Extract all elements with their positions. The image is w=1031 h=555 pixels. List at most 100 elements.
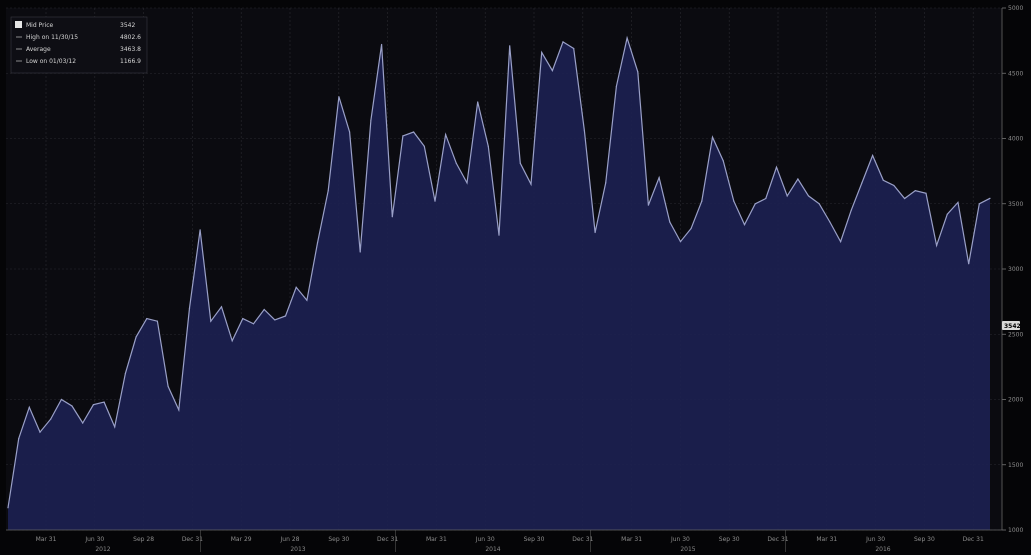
- data-point: [274, 319, 276, 321]
- x-tick-label: Sep 30: [328, 536, 349, 543]
- data-point: [797, 178, 799, 180]
- data-point: [498, 234, 500, 236]
- data-point: [242, 318, 244, 320]
- data-point: [477, 101, 479, 103]
- y-tick-label: 3000: [1008, 266, 1023, 273]
- legend: Mid Price 3542 High on 11/30/15 4802.6 Avera…: [10, 16, 148, 74]
- x-tick-label: Jun 28: [280, 536, 300, 543]
- y-tick-label: 5000: [1008, 5, 1023, 12]
- data-point: [658, 177, 660, 179]
- data-point: [82, 422, 84, 424]
- last-value-label: 3542: [1004, 323, 1021, 330]
- data-point: [60, 398, 63, 401]
- data-point: [114, 426, 116, 428]
- y-tick-label: 1000: [1008, 527, 1023, 534]
- data-point: [733, 200, 735, 202]
- last-value-box: [1002, 321, 1020, 330]
- data-point: [626, 37, 628, 39]
- data-point: [349, 131, 351, 133]
- data-point: [754, 203, 756, 205]
- data-point: [252, 323, 255, 325]
- series-area: [7, 35, 991, 530]
- data-point: [925, 192, 927, 194]
- legend-value: 3463.8: [120, 46, 141, 53]
- data-point: [669, 221, 671, 223]
- data-point: [455, 162, 457, 164]
- data-point: [18, 438, 20, 440]
- data-point: [957, 201, 959, 203]
- data-point: [679, 241, 682, 243]
- data-point: [338, 96, 340, 98]
- data-point: [711, 136, 714, 138]
- year-label: 2012: [95, 546, 110, 553]
- year-label: 2013: [290, 546, 305, 553]
- data-point: [199, 229, 201, 231]
- data-point: [263, 308, 265, 311]
- data-point: [413, 131, 415, 133]
- data-point: [605, 182, 607, 184]
- data-point: [284, 315, 287, 317]
- data-point: [530, 183, 532, 185]
- x-tick-label: Mar 31: [621, 536, 642, 543]
- series-area-fill: [8, 38, 990, 530]
- data-point: [861, 182, 863, 184]
- data-point: [786, 195, 788, 197]
- data-point: [92, 404, 94, 406]
- data-point: [359, 251, 361, 253]
- data-point: [7, 507, 9, 509]
- data-point: [936, 244, 938, 247]
- data-point: [167, 385, 169, 387]
- x-tick-label: Dec 31: [767, 536, 788, 543]
- data-point: [765, 197, 767, 200]
- data-point: [594, 231, 596, 234]
- x-tick-label: Jun 30: [865, 536, 885, 543]
- data-point: [71, 405, 73, 407]
- y-tick-label: 3500: [1008, 201, 1023, 208]
- x-tick-label: Sep 28: [133, 536, 154, 543]
- legend-value: 4802.6: [120, 34, 141, 41]
- data-point: [327, 190, 329, 192]
- data-point: [39, 431, 41, 433]
- data-point: [637, 71, 639, 73]
- data-point: [647, 204, 650, 206]
- data-point: [50, 418, 52, 420]
- data-point: [156, 320, 158, 322]
- x-tick-label: Dec 31: [572, 536, 593, 543]
- data-point: [210, 320, 212, 322]
- x-tick-label: Dec 31: [377, 536, 398, 543]
- data-point: [775, 166, 778, 168]
- data-point: [445, 134, 447, 136]
- year-label: 2016: [875, 546, 890, 553]
- y-tick-label: 2500: [1008, 331, 1023, 338]
- legend-swatch: [15, 21, 22, 28]
- data-point: [701, 200, 703, 202]
- data-point: [946, 213, 948, 215]
- data-point: [220, 306, 223, 308]
- x-tick-label: Sep 30: [524, 536, 545, 543]
- axes: 1000 1500 2000 2500 3000 3500 4000 4500 5000 Mar …: [6, 5, 1023, 553]
- y-tick-label: 1500: [1008, 462, 1023, 469]
- data-point: [914, 190, 916, 192]
- data-point: [509, 45, 511, 47]
- y-tick-label: 4500: [1008, 70, 1023, 77]
- data-point: [306, 299, 308, 301]
- data-point: [295, 286, 297, 288]
- x-tick-label: Jun 30: [670, 536, 690, 543]
- x-tick-label: Mar 31: [426, 536, 447, 543]
- data-point: [466, 182, 468, 184]
- data-point: [316, 242, 319, 244]
- data-point: [818, 203, 820, 205]
- data-point: [968, 263, 970, 265]
- data-point: [893, 184, 895, 187]
- data-point: [573, 47, 575, 50]
- data-point: [882, 179, 884, 181]
- x-tick-label: Mar 29: [231, 536, 252, 543]
- legend-value: 1166.9: [120, 58, 141, 65]
- last-value-marker: 3542: [1002, 321, 1021, 330]
- x-tick-label: Sep 30: [914, 536, 935, 543]
- data-point: [743, 224, 746, 226]
- year-label: 2015: [680, 546, 695, 553]
- x-tick-label: Dec 31: [182, 536, 203, 543]
- data-point: [178, 409, 180, 411]
